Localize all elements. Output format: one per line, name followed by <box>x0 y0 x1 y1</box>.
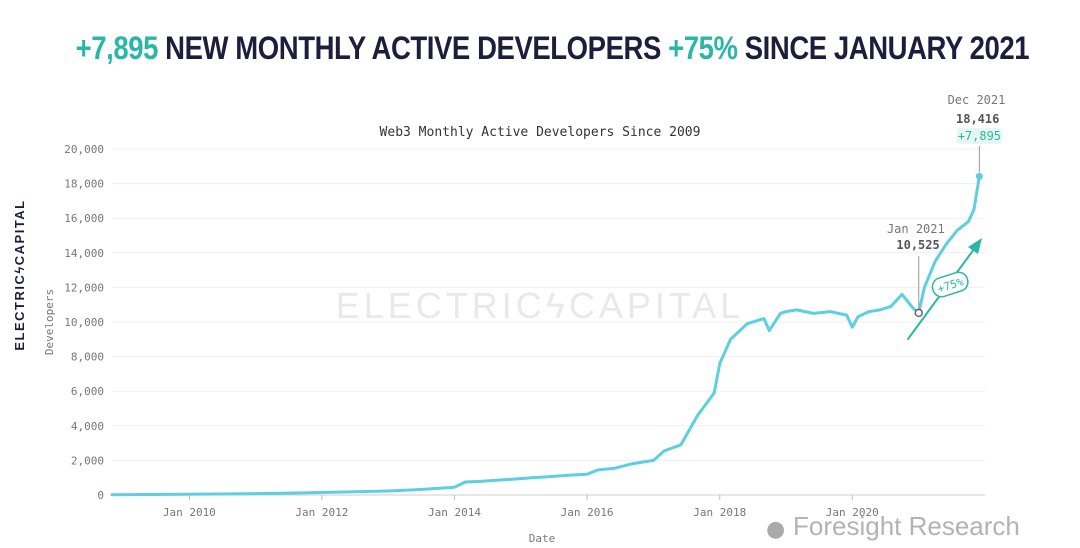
y-ticks: 0 2,000 4,000 6,000 8,000 10,000 12,000 14,000 1… <box>64 143 104 502</box>
dec-2021-change-badge <box>956 128 1003 144</box>
y-tick-label: 4,000 <box>71 420 104 433</box>
y-tick-label: 6,000 <box>71 385 104 398</box>
y-tick-label: 0 <box>97 489 104 502</box>
side-logo: ELECTRICϟCAPITAL <box>12 199 27 350</box>
y-tick-label: 10,000 <box>64 316 104 329</box>
series <box>110 174 981 497</box>
growth-pill <box>931 271 969 298</box>
y-axis-label: Developers <box>43 289 56 355</box>
x-tick-label: Jan 2018 <box>693 506 746 519</box>
y-tick-label: 20,000 <box>64 143 104 156</box>
y-tick-label: 8,000 <box>71 351 104 364</box>
x-tick-label: Jan 2020 <box>826 506 879 519</box>
jan-2021-label: Jan 2021 <box>887 222 945 236</box>
dec-2021-value: 18,416 <box>956 112 999 126</box>
x-tick-label: Jan 2012 <box>295 506 348 519</box>
headline: +7,895 NEW MONTHLY ACTIVE DEVELOPERS +75… <box>75 30 1030 67</box>
headline-dev-count: +7,895 <box>75 30 159 66</box>
credit-icon: ● <box>766 517 785 542</box>
y-tick-label: 12,000 <box>64 281 104 294</box>
dec-2021-point <box>975 172 983 180</box>
grid <box>112 148 985 496</box>
growth-arrow-head <box>968 238 982 254</box>
credit-text: Foresight Research <box>793 511 1020 541</box>
jan-2021-value: 10,525 <box>896 238 939 252</box>
headline-text-2: SINCE JANUARY 2021 <box>737 30 1030 66</box>
y-tick-label: 18,000 <box>64 178 104 191</box>
x-ticks: Jan 2010 Jan 2012 Jan 2014 Jan 2016 Jan 2018… <box>163 495 879 519</box>
headline-text-1: NEW MONTHLY ACTIVE DEVELOPERS <box>157 30 669 66</box>
x-axis-label: Date <box>529 532 556 545</box>
headline-percent: +75% <box>668 30 738 66</box>
x-tick-label: Jan 2016 <box>561 506 614 519</box>
series-line <box>110 174 981 497</box>
x-tick-label: Jan 2014 <box>428 506 481 519</box>
x-tick-label: Jan 2010 <box>163 506 216 519</box>
watermark: ELECTRICϟCAPITAL <box>336 285 744 326</box>
jan-2021-point <box>914 308 923 318</box>
chart-title: Web3 Monthly Active Developers Since 200… <box>380 125 701 140</box>
dec-2021-label: Dec 2021 <box>948 93 1006 107</box>
y-tick-label: 16,000 <box>64 212 104 225</box>
y-tick-label: 14,000 <box>64 247 104 260</box>
dec-2021-change: +7,895 <box>958 129 1001 143</box>
y-tick-label: 2,000 <box>71 454 104 467</box>
